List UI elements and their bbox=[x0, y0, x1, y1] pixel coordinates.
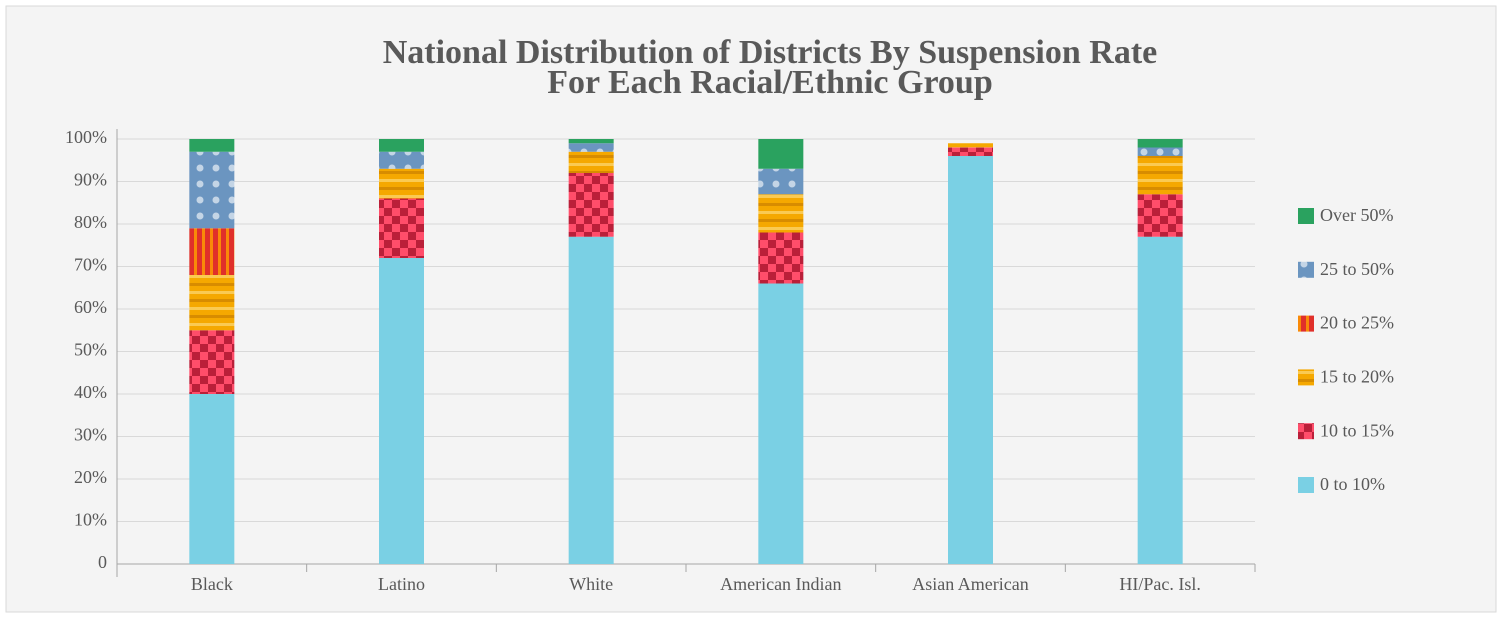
bar-segment bbox=[1137, 156, 1183, 195]
bar-segment bbox=[189, 394, 235, 564]
bar-segment bbox=[758, 194, 804, 233]
x-tick-label: Black bbox=[191, 574, 233, 594]
bar-segment bbox=[189, 330, 235, 394]
y-tick-label: 90% bbox=[74, 170, 107, 190]
y-tick-label: 40% bbox=[74, 382, 107, 402]
y-tick-label: 10% bbox=[74, 510, 107, 530]
x-tick-label: Latino bbox=[378, 574, 425, 594]
y-tick-label: 0 bbox=[98, 552, 107, 572]
legend-label: 20 to 25% bbox=[1320, 313, 1394, 333]
bar-segment bbox=[379, 168, 424, 199]
bar-segment bbox=[568, 139, 614, 144]
bar-segment bbox=[189, 275, 235, 331]
legend-swatch bbox=[1298, 423, 1314, 440]
y-tick-label: 80% bbox=[74, 212, 107, 232]
bar-segment bbox=[379, 151, 424, 169]
bar-segment bbox=[379, 139, 424, 152]
legend-label: 0 to 10% bbox=[1320, 474, 1385, 494]
y-tick-label: 60% bbox=[74, 297, 107, 317]
legend-swatch bbox=[1298, 315, 1314, 332]
bar-segment bbox=[568, 151, 614, 173]
x-tick-label: American Indian bbox=[720, 574, 841, 594]
legend-label: 15 to 20% bbox=[1320, 367, 1394, 387]
legend-swatch bbox=[1298, 208, 1314, 224]
bar-segment bbox=[379, 258, 424, 564]
bar-segment bbox=[568, 173, 614, 237]
bar-segment bbox=[758, 283, 804, 564]
bar-segment bbox=[189, 228, 235, 275]
bar-segment bbox=[948, 143, 993, 148]
legend-swatch bbox=[1298, 477, 1314, 493]
x-tick-label: HI/Pac. Isl. bbox=[1119, 574, 1200, 594]
legend-label: 25 to 50% bbox=[1320, 259, 1394, 279]
x-tick-label: Asian American bbox=[912, 574, 1028, 594]
chart-title: National Distribution of Districts By Su… bbox=[383, 34, 1158, 71]
bar-segment bbox=[948, 147, 993, 156]
legend-swatch bbox=[1298, 261, 1314, 278]
x-tick-label: White bbox=[569, 574, 613, 594]
bar-segment bbox=[189, 139, 235, 152]
bar-segment bbox=[1137, 147, 1183, 156]
y-tick-label: 70% bbox=[74, 255, 107, 275]
bar-segment bbox=[758, 168, 804, 195]
bar-segment bbox=[568, 236, 614, 564]
bar-segment bbox=[758, 139, 804, 169]
bar-segment bbox=[1137, 194, 1183, 237]
bar-segment bbox=[379, 198, 424, 258]
legend-label: Over 50% bbox=[1320, 205, 1393, 225]
bar-segment bbox=[1137, 139, 1183, 148]
y-tick-label: 30% bbox=[74, 425, 107, 445]
y-tick-label: 50% bbox=[74, 340, 107, 360]
y-tick-label: 20% bbox=[74, 467, 107, 487]
chart-title: For Each Racial/Ethnic Group bbox=[547, 64, 993, 101]
bar-segment bbox=[758, 232, 804, 284]
bar-segment bbox=[948, 156, 993, 564]
legend-swatch bbox=[1298, 369, 1314, 386]
legend-label: 10 to 15% bbox=[1320, 420, 1394, 440]
y-tick-label: 100% bbox=[65, 127, 107, 147]
bar-segment bbox=[189, 151, 235, 229]
bar-segment bbox=[568, 143, 614, 152]
bar-segment bbox=[1137, 236, 1183, 564]
